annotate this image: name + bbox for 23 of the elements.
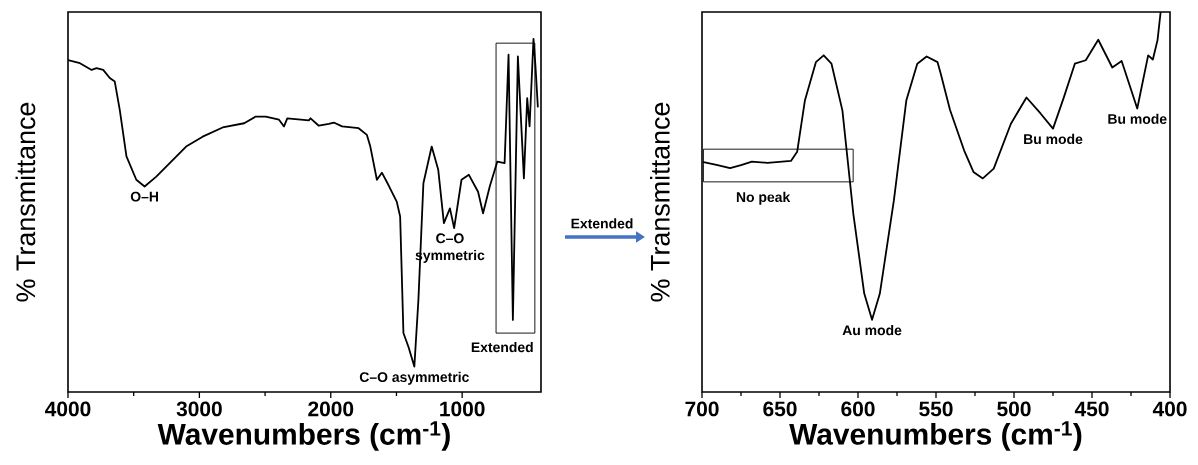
x-tick-label: 600	[841, 401, 875, 417]
y-axis-title: % Transmittance	[15, 102, 36, 302]
x-tick-label: 400	[1152, 401, 1187, 417]
x-tick-label: 550	[919, 401, 953, 417]
x-tick-label: 1000	[440, 401, 485, 417]
x-axis-title: Wavenumbers (cm$^{-1}$)	[157, 421, 450, 451]
x-tick-label: 650	[763, 401, 797, 417]
annotation: No peak	[736, 191, 791, 205]
x-tick-label: 450	[1074, 401, 1109, 417]
x-tick-label: 2000	[308, 401, 354, 417]
x-tick-label: 700	[685, 401, 719, 417]
annotation: Bu mode	[1024, 133, 1083, 145]
x-tick-label: 4000	[45, 401, 91, 417]
x-tick-label: 3000	[176, 401, 222, 417]
x-tick-label: 500	[997, 401, 1031, 417]
annotation: Au mode	[842, 325, 902, 336]
x-axis-title: Wavenumbers (cm$^{-1}$)	[789, 421, 1082, 451]
annotation: O–H	[130, 191, 158, 202]
annotation: Extended	[471, 341, 533, 353]
text: Extended	[571, 218, 633, 229]
annotation: Bu mode	[1108, 113, 1167, 124]
y-axis-title: % Transmittance	[650, 102, 670, 302]
annotation: C–O asymmetric	[359, 371, 469, 385]
